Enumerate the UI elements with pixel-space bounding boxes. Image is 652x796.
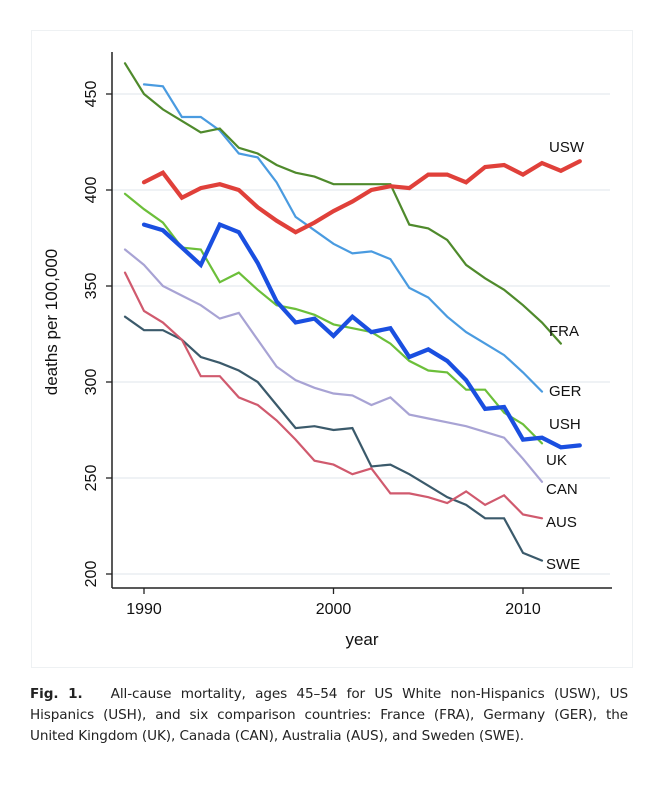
- y-tick-label: 400: [83, 177, 100, 204]
- series-label-fra: FRA: [549, 323, 579, 340]
- figure-caption: Fig. 1. All-cause mortality, ages 45–54 …: [30, 684, 628, 747]
- y-tick-label: 200: [83, 561, 100, 588]
- series-line-usw: [141, 159, 582, 235]
- x-tick-label: 2000: [316, 601, 352, 618]
- y-tick-label: 450: [83, 81, 100, 108]
- figure-number: Fig. 1.: [30, 686, 83, 702]
- series-labels: USW FRA GER USH UK CAN AUS SWE: [546, 139, 585, 573]
- figure-panel: [31, 30, 633, 668]
- series-label-can: CAN: [546, 481, 578, 498]
- series-label-ger: GER: [549, 383, 582, 400]
- x-ticks: 1990 2000 2010: [126, 588, 541, 618]
- y-tick-label: 350: [83, 273, 100, 300]
- series-label-aus: AUS: [546, 514, 577, 531]
- series-line-can: [123, 248, 544, 483]
- series-line-aus: [123, 271, 544, 520]
- y-axis-label: deaths per 100,000: [42, 249, 61, 396]
- y-tick-label: 250: [83, 465, 100, 492]
- series-lines: [123, 62, 582, 562]
- x-tick-label: 1990: [126, 601, 162, 618]
- series-label-ush: USH: [549, 416, 581, 433]
- axes: [111, 52, 612, 589]
- series-line-fra: [123, 62, 563, 345]
- mortality-line-chart: 200 250 300 350 400 450 1990 2000 2010 deaths p…: [42, 52, 612, 649]
- series-label-swe: SWE: [546, 556, 580, 573]
- series-line-ush: [141, 221, 582, 450]
- x-tick-label: 2010: [505, 601, 541, 618]
- caption-text: All-cause mortality, ages 45–54 for US W…: [30, 686, 628, 744]
- series-line-ger: [142, 83, 544, 393]
- series-line-swe: [123, 315, 544, 562]
- y-tick-label: 300: [83, 369, 100, 396]
- y-ticks: 200 250 300 350 400 450: [83, 81, 112, 588]
- series-line-uk: [123, 192, 544, 445]
- series-label-usw: USW: [549, 139, 585, 156]
- x-axis-label: year: [345, 630, 378, 649]
- series-label-uk: UK: [546, 452, 567, 469]
